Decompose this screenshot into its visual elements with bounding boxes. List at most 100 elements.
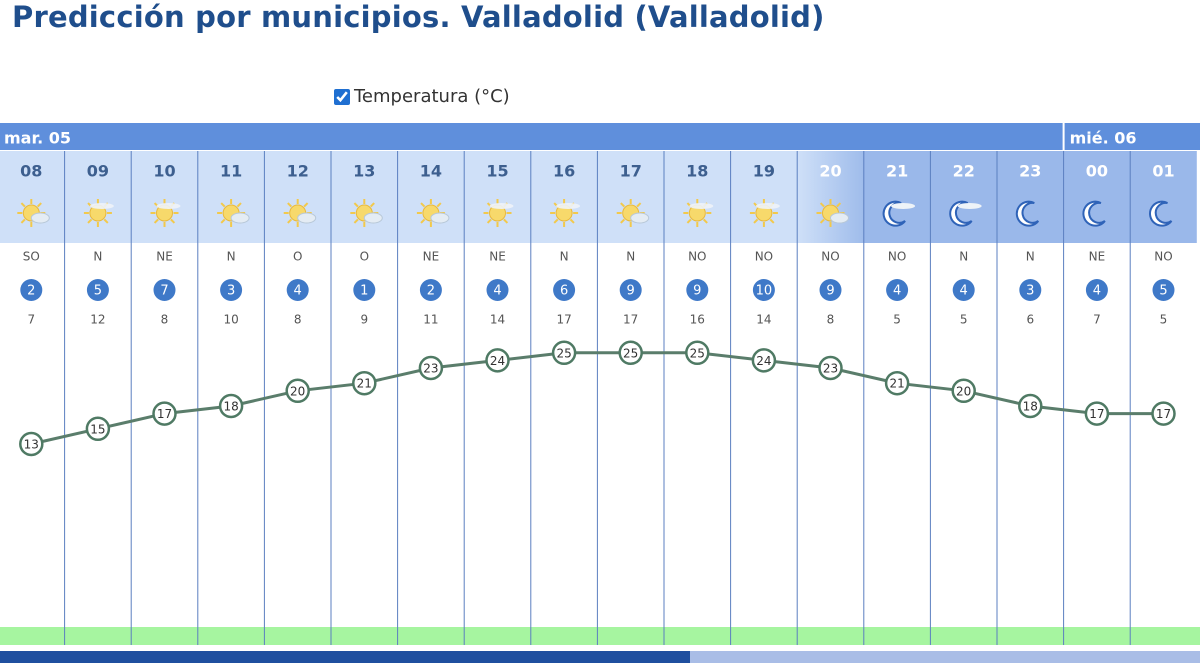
temperature-point bbox=[685, 340, 710, 366]
hour-label: 23 bbox=[1019, 162, 1041, 181]
cloud bbox=[30, 212, 50, 224]
scrollbar-thumb bbox=[0, 651, 690, 663]
hour-cell bbox=[1130, 151, 1197, 243]
temperature-point bbox=[1151, 401, 1176, 426]
temperature-point bbox=[352, 370, 377, 396]
temperature-label: 17 bbox=[1156, 407, 1171, 421]
wind-badge bbox=[86, 279, 109, 301]
temperature-label: 21 bbox=[357, 377, 372, 391]
sun-ray bbox=[436, 202, 442, 208]
wind-badge bbox=[286, 279, 309, 301]
temperature-label: 20 bbox=[956, 384, 971, 398]
hour-cell bbox=[64, 151, 132, 243]
wind-direction: NO bbox=[755, 250, 773, 264]
wind-direction: N bbox=[1026, 250, 1035, 264]
legend-checkbox[interactable] bbox=[334, 88, 350, 105]
cloud bbox=[830, 212, 849, 224]
sun-ray bbox=[153, 218, 159, 224]
moon-icon bbox=[882, 200, 906, 227]
sun-ray bbox=[353, 218, 359, 224]
sun-ray bbox=[819, 202, 825, 208]
hour-cell bbox=[930, 151, 997, 243]
hour-label: 19 bbox=[753, 162, 775, 181]
cloud bbox=[630, 212, 650, 224]
wind-badge bbox=[1152, 279, 1175, 301]
temperature-point bbox=[152, 401, 177, 426]
hour-label: 14 bbox=[420, 162, 442, 181]
haze bbox=[489, 203, 514, 209]
gust: 11 bbox=[423, 313, 438, 327]
sun-ray bbox=[753, 218, 759, 224]
wind-speed: 6 bbox=[560, 284, 568, 299]
cloud bbox=[363, 212, 383, 224]
sun-ray bbox=[220, 218, 226, 224]
sun-ray bbox=[420, 202, 426, 208]
gust: 7 bbox=[27, 313, 35, 327]
sun-ray bbox=[636, 202, 642, 208]
gust: 17 bbox=[623, 313, 638, 327]
moon-icon bbox=[1082, 200, 1106, 227]
hour-cell bbox=[597, 151, 664, 243]
sun-ray bbox=[287, 202, 293, 208]
sun-ray bbox=[87, 218, 93, 224]
temperature-label: 18 bbox=[223, 400, 238, 414]
sun-ray bbox=[836, 202, 842, 208]
hour-cell bbox=[730, 151, 798, 243]
wind-badge bbox=[1085, 279, 1108, 301]
day-label: mar. 05 bbox=[4, 129, 71, 148]
temperature-point bbox=[618, 340, 643, 366]
temperature-point bbox=[551, 340, 577, 366]
temperature-label: 15 bbox=[90, 422, 105, 436]
sun-icon bbox=[816, 199, 849, 227]
cloud bbox=[430, 212, 450, 224]
wind-direction: SO bbox=[23, 250, 40, 264]
temperature-point bbox=[218, 393, 244, 419]
haze bbox=[957, 203, 982, 209]
sun-ray bbox=[702, 218, 708, 224]
temperature-label: 24 bbox=[756, 354, 771, 368]
haze bbox=[891, 203, 916, 209]
wind-speed: 5 bbox=[1159, 284, 1167, 299]
wind-direction: NE bbox=[156, 250, 173, 264]
wind-direction: N bbox=[227, 250, 236, 264]
wind-direction: O bbox=[360, 250, 369, 264]
legend-toggle[interactable]: Temperatura (°C) bbox=[334, 86, 510, 107]
gust: 16 bbox=[690, 313, 705, 327]
hour-cell bbox=[1063, 151, 1131, 243]
wind-badge bbox=[353, 279, 376, 301]
wind-badge bbox=[419, 279, 442, 301]
sun-ray bbox=[420, 218, 426, 224]
hour-label: 09 bbox=[87, 162, 109, 181]
haze bbox=[755, 203, 780, 209]
temperature-point bbox=[85, 416, 111, 442]
hour-cell bbox=[397, 151, 465, 243]
sun-icon bbox=[17, 199, 50, 227]
temperature-point bbox=[951, 378, 976, 404]
haze bbox=[556, 203, 581, 209]
hour-cell bbox=[264, 151, 331, 243]
temperature-label: 13 bbox=[24, 438, 39, 452]
sun-icon bbox=[350, 199, 383, 227]
temperature-label: 18 bbox=[1023, 400, 1038, 414]
temperature-label: 25 bbox=[623, 346, 638, 360]
hour-label: 08 bbox=[20, 162, 42, 181]
temperature-label: 23 bbox=[823, 362, 838, 376]
sun-ray bbox=[353, 202, 359, 208]
hour-label: 00 bbox=[1086, 162, 1108, 181]
sun-ray bbox=[103, 218, 109, 224]
gust: 5 bbox=[893, 313, 901, 327]
wind-speed: 4 bbox=[960, 284, 968, 299]
gust: 8 bbox=[827, 313, 835, 327]
wind-direction: N bbox=[959, 250, 968, 264]
wind-badge bbox=[752, 279, 775, 301]
hour-label: 18 bbox=[686, 162, 708, 181]
wind-direction: N bbox=[626, 250, 635, 264]
hour-label: 12 bbox=[287, 162, 309, 181]
wind-badge bbox=[220, 279, 243, 301]
sun-icon bbox=[550, 199, 581, 227]
sun-ray bbox=[819, 218, 825, 224]
wind-direction: NO bbox=[1154, 250, 1172, 264]
sun-ray bbox=[620, 202, 626, 208]
hour-cell bbox=[863, 151, 931, 243]
